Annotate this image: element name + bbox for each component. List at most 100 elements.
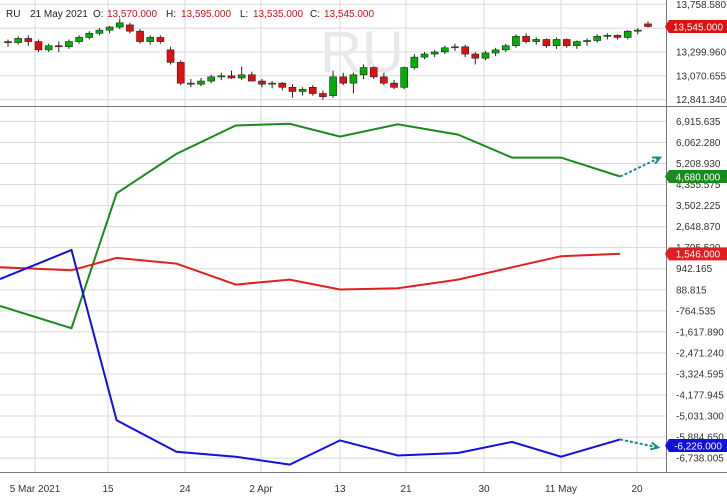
header-high-label: H: [166,9,176,20]
candle-body [308,86,317,94]
blue-last-badge-text: -6,226.000 [674,441,722,452]
candle-body [532,39,541,42]
candle-body [85,32,94,38]
blue-arrow-head [650,441,661,451]
header-symbol: RU [6,9,20,20]
candle-body [400,67,408,88]
candle-body [156,37,165,42]
time-tick-label: 30 [478,484,490,495]
candle-body [471,53,480,59]
candle-body [146,37,155,42]
candle-body [166,49,175,63]
indicator-tick-label: 6,062.280 [676,138,721,149]
blue-last-badge-bg [665,439,727,453]
candle-body [491,49,500,54]
time-tick-label: 13 [334,484,346,495]
header-high-value: 13,595.000 [181,9,231,20]
indicator-tick-label: 4,355.575 [676,180,721,191]
green-last-badge-bg [665,170,727,184]
candle-body [44,45,53,51]
candle-body [288,86,297,92]
indicator-tick-label: -6,738.005 [676,454,724,465]
candle-body [583,40,591,42]
candle-body [369,67,378,78]
header-date: 21 May 2021 [30,9,88,20]
candle-body [634,29,642,32]
candle-body [380,76,388,84]
indicator-tick-label: 2,648.870 [676,222,721,233]
header-open-value: 13,570.000 [107,9,157,20]
indicator-tick-label: 6,915.635 [676,117,721,128]
candle-body [603,35,612,37]
candle-body [481,52,490,59]
red-series-line [0,252,621,291]
candle-body [644,23,652,27]
green-arrow-head [652,156,663,165]
candle-body [451,46,459,49]
candle-body [501,45,510,51]
indicator-tick-label: 88.815 [676,285,707,296]
time-tick-label: 21 [400,484,412,495]
blue-arrow-shaft [619,438,659,449]
candle-body [136,30,144,42]
panel-separators [0,0,727,473]
candle-body [390,82,398,88]
candle-body [420,53,429,58]
indicator-tick-label: 5,208.930 [676,159,721,170]
candle-body [4,41,12,43]
time-axis: 5 Mar 2021 15 24 2 Apr 13 21 30 11 May 20 [10,484,643,495]
candle-body [542,39,551,47]
indicator-tick-label: 942.165 [676,264,713,275]
candle-body [217,75,226,78]
candle-body [613,35,622,38]
candle-body [197,80,205,85]
time-tick-label: 24 [179,484,191,495]
trend-arrows [619,156,663,451]
price-tick-label: 13,758.580 [676,0,726,11]
candle-body [522,36,530,42]
indicator-tick-label: -3,324.595 [676,369,724,380]
green-arrow-shaft [619,156,661,178]
time-tick-label: 15 [102,484,114,495]
green-series-line [0,122,621,330]
candle-body [461,46,469,55]
header-open-label: O: [93,9,104,20]
candlestick-series [4,18,652,100]
indicator-tick-label: -5,031.300 [676,412,724,423]
candle-body [237,74,246,79]
candle-body [34,41,43,51]
indicator-tick-label: -1,617.890 [676,327,724,338]
line-series [0,122,621,466]
candle-body [75,37,83,42]
red-last-badge-bg [665,247,727,261]
price-tick-label: 12,841.340 [676,95,726,106]
candle-body [24,38,33,42]
candle-body [329,76,337,96]
candle-body [349,74,358,84]
last-price-badge-bg [665,20,727,33]
indicator-tick-label: 3,502.225 [676,201,721,212]
candle-body [319,93,327,97]
candle-body [339,76,348,84]
candle-body [248,74,256,82]
indicator-tick-label: -5,884.650 [676,433,724,444]
candle-body [268,82,276,85]
candle-body [187,82,195,85]
candle-body [207,76,215,82]
candle-body [115,22,124,28]
time-tick-label: 2 Apr [249,484,273,495]
header-close-value: 13,545.000 [324,9,374,20]
candle-body [54,45,63,48]
indicator-tick-label: -764.535 [676,306,716,317]
candle-body [623,30,632,38]
candle-body [227,75,236,79]
candle-body [126,24,134,32]
candle-body [441,47,449,53]
price-axis: 13,758.58013,529.00013,299.96013,070.655… [676,0,726,106]
time-tick-label: 5 Mar 2021 [10,484,61,495]
candle-body [593,36,602,41]
candle-body [176,62,185,84]
candle-body [410,56,419,68]
indicator-tick-label: -4,177.945 [676,391,724,402]
